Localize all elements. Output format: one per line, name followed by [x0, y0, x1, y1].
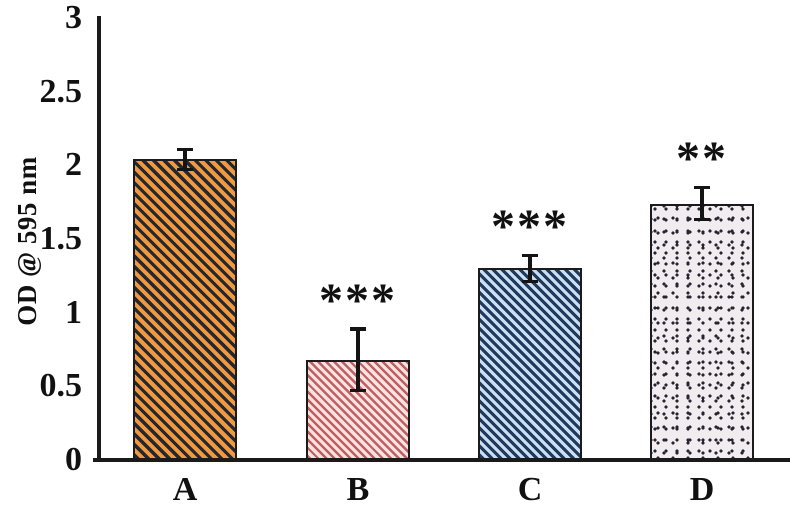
error-bar-B: [356, 328, 360, 391]
category-label-A: A: [172, 471, 198, 508]
bar-C: [478, 268, 582, 460]
y-tick-label: 2.5: [39, 72, 83, 110]
error-bar-top-cap-D: [694, 185, 710, 190]
category-label-D: D: [689, 471, 715, 508]
error-bar-bottom-cap-B: [350, 388, 366, 393]
y-axis-line: [97, 16, 101, 462]
significance-stars-C: ***: [491, 200, 569, 254]
category-label-C: C: [517, 471, 543, 508]
error-bar-top-cap-A: [177, 147, 193, 152]
error-bar-bottom-cap-A: [177, 167, 193, 172]
error-bar-bottom-cap-C: [522, 279, 538, 284]
y-tick-label: 0.5: [39, 367, 83, 405]
bar-A: [133, 159, 237, 460]
error-bar-top-cap-B: [350, 327, 366, 331]
significance-stars-D: **: [676, 132, 728, 186]
error-bar-top-cap-C: [522, 253, 538, 258]
y-tick-label: 3: [65, 0, 82, 37]
category-label-B: B: [346, 471, 370, 508]
y-tick-label: 0: [65, 441, 82, 478]
y-tick-label: 2: [65, 146, 82, 184]
significance-stars-B: ***: [319, 273, 397, 327]
error-bar-D: [700, 187, 704, 220]
bar-D: [650, 203, 754, 460]
error-bar-bottom-cap-D: [694, 217, 710, 222]
error-bar-C: [528, 255, 532, 282]
y-tick-label: 1.5: [39, 220, 83, 257]
x-axis-line: [93, 458, 790, 462]
y-tick-label: 1: [65, 293, 82, 331]
error-bar-A: [183, 149, 187, 170]
